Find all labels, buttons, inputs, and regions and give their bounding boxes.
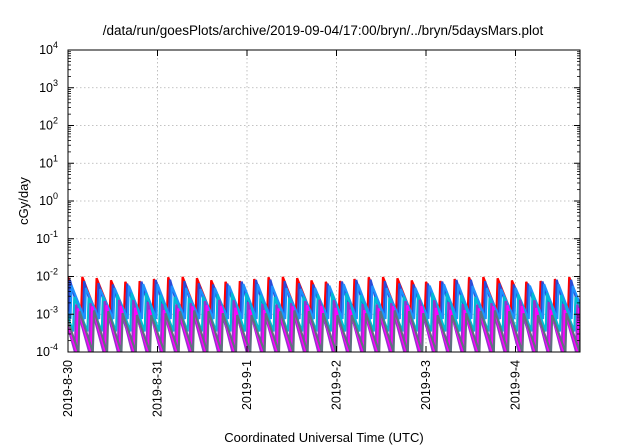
y-tick-label: 10-1: [36, 229, 58, 246]
x-tick-label: 2019-9-1: [240, 360, 254, 410]
y-tick-label: 100: [39, 191, 58, 208]
x-tick-label: 2019-9-2: [330, 360, 344, 410]
x-axis: 2019-8-30 2019-8-31 2019-9-1 2019-9-2 2019-9…: [61, 50, 523, 417]
x-tick-label: 2019-9-4: [509, 360, 523, 410]
series-line: [68, 310, 580, 352]
y-tick-label: 104: [39, 40, 58, 57]
x-tick-label: 2019-8-30: [61, 360, 75, 417]
y-axis: 104 103 102 101 100 10-1 10-2 10-3 10-4: [36, 40, 580, 359]
y-axis-label: cGy/day: [16, 177, 31, 225]
x-tick-label: 2019-9-3: [419, 360, 433, 410]
chart-title: /data/run/goesPlots/archive/2019-09-04/1…: [103, 23, 544, 38]
y-tick-label: 10-2: [36, 267, 58, 284]
series-group: [68, 276, 580, 352]
x-axis-label: Coordinated Universal Time (UTC): [224, 430, 423, 445]
y-tick-label: 101: [39, 153, 58, 170]
x-tick-label: 2019-8-31: [151, 360, 165, 417]
y-tick-label: 103: [39, 78, 58, 95]
y-tick-label: 10-4: [36, 342, 58, 359]
y-tick-label: 10-3: [36, 304, 58, 321]
y-tick-label: 102: [39, 116, 58, 133]
